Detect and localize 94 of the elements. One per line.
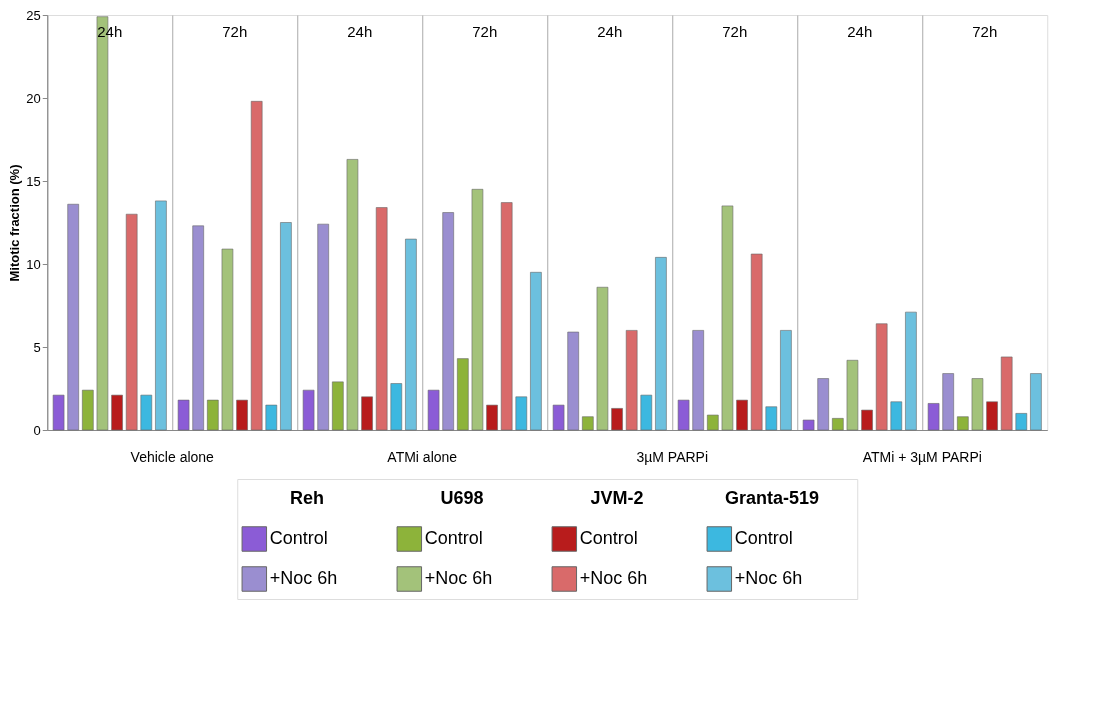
bar — [111, 394, 123, 431]
bar — [302, 389, 315, 431]
bar — [640, 394, 653, 431]
legend-label: +Noc 6h — [424, 568, 493, 588]
bar — [1000, 356, 1013, 431]
y-tick-label: 15 — [26, 173, 41, 189]
legend-label: Control — [579, 528, 638, 548]
text: JVM-2 — [590, 488, 644, 508]
bar — [530, 272, 542, 431]
bar — [207, 399, 219, 431]
bar — [221, 248, 234, 431]
bar — [750, 253, 763, 431]
bar — [677, 399, 690, 431]
bar — [361, 396, 373, 431]
bar — [582, 416, 594, 431]
bar — [155, 200, 167, 431]
bar — [927, 403, 940, 431]
text: Reh — [289, 488, 325, 508]
text: ATMi + 3µM PARPi — [862, 449, 982, 465]
legend-label: Control — [269, 528, 328, 548]
bar — [817, 378, 829, 431]
bar — [280, 222, 292, 431]
bar — [986, 401, 998, 431]
bar — [236, 399, 248, 431]
x-tick-label: 72h — [972, 23, 998, 40]
bar — [552, 404, 565, 431]
bar — [655, 257, 667, 431]
legend-label: +Noc 6h — [579, 568, 648, 588]
bar — [390, 383, 403, 431]
bar — [861, 409, 873, 431]
bar — [457, 358, 469, 431]
bar — [67, 203, 79, 431]
legend-label: +Noc 6h — [734, 568, 803, 588]
bar — [780, 330, 792, 431]
text: Granta-519 — [724, 488, 820, 508]
bar — [942, 373, 954, 431]
bar — [265, 404, 278, 431]
text: 3µM PARPi — [636, 449, 709, 465]
bar — [332, 381, 344, 431]
y-axis-title: Mitotic fraction (%) — [7, 164, 23, 282]
text: U698 — [440, 488, 484, 508]
bar — [125, 213, 138, 431]
bar — [971, 378, 984, 431]
bar — [692, 330, 704, 431]
bar — [890, 401, 903, 431]
bar — [486, 404, 498, 431]
bar — [596, 286, 609, 431]
bar — [140, 394, 153, 431]
bar — [375, 207, 388, 431]
bar — [346, 159, 359, 431]
x-tick-label: 72h — [722, 23, 748, 40]
bar — [846, 359, 859, 431]
bar — [611, 408, 623, 431]
bar — [250, 101, 263, 431]
bar — [427, 389, 440, 431]
bar — [802, 419, 815, 431]
bar — [500, 202, 513, 431]
y-tick-label: 5 — [33, 339, 41, 355]
bar — [625, 330, 638, 431]
bar — [765, 406, 778, 431]
legend-label: Control — [424, 528, 483, 548]
y-tick-label: 20 — [26, 90, 41, 106]
y-tick-label: 25 — [26, 7, 41, 23]
bar — [721, 205, 734, 431]
x-tick-label: 24h — [97, 23, 123, 40]
bar — [567, 331, 579, 431]
bar — [832, 418, 844, 431]
bar — [192, 225, 204, 431]
text: Vehicle alone — [130, 449, 215, 465]
bar — [957, 416, 969, 431]
y-tick-label: 10 — [26, 256, 41, 272]
bar — [736, 399, 748, 431]
x-tick-label: 24h — [597, 23, 623, 40]
bar — [317, 223, 329, 431]
bar — [471, 189, 484, 431]
legend-label: Control — [734, 528, 793, 548]
bar — [1030, 373, 1042, 431]
x-tick-label: 72h — [222, 23, 248, 40]
x-tick-label: 72h — [472, 23, 498, 40]
bar — [442, 212, 454, 431]
bar — [82, 389, 94, 431]
bar — [52, 394, 65, 431]
text: ATMi alone — [387, 449, 458, 465]
bar — [707, 414, 719, 431]
y-tick-label: 0 — [33, 422, 41, 438]
bar — [515, 396, 528, 431]
bar — [177, 399, 190, 431]
x-tick-label: 24h — [847, 23, 873, 40]
legend-label: +Noc 6h — [269, 568, 338, 588]
x-tick-label: 24h — [347, 23, 373, 40]
bar — [1015, 413, 1028, 431]
bar — [405, 238, 417, 431]
bar — [875, 323, 888, 431]
bar — [905, 311, 917, 431]
